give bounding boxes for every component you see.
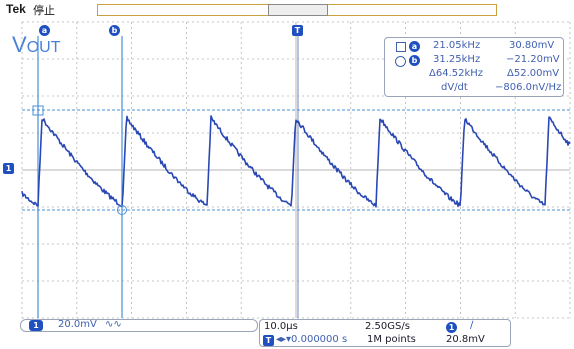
- bandwidth-limit-icon: ∿∿: [105, 319, 122, 330]
- cursor-a-frequency: 21.05kHz: [433, 40, 481, 51]
- top-status-bar: Tek 停止: [0, 0, 574, 22]
- dvdt-label: dV/dt: [441, 82, 468, 93]
- cursor-a-marker[interactable]: a: [39, 25, 50, 36]
- record-length: 1M points: [367, 334, 416, 345]
- trigger-slope-icon: ∕: [470, 320, 474, 331]
- cursor-b-circle-icon: [395, 56, 406, 67]
- cursor-b-voltage: −21.20mV: [506, 54, 560, 65]
- trigger-position-marker[interactable]: T: [292, 25, 303, 36]
- channel-1-ground-marker[interactable]: 1: [3, 163, 14, 174]
- run-state: 停止: [33, 4, 55, 17]
- cursor-readout-panel: a 21.05kHz 30.80mV b 31.25kHz −21.20mV Δ…: [384, 37, 564, 97]
- cursor-b-marker[interactable]: b: [109, 25, 120, 36]
- cursor-a-voltage: 30.80mV: [509, 40, 555, 51]
- cursor-a-square-icon: [396, 42, 406, 52]
- signal-label: VOUT: [12, 32, 61, 57]
- record-view-window[interactable]: [268, 4, 328, 16]
- channel-1-trace: [21, 115, 571, 208]
- channel-1-badge: 1: [29, 320, 43, 331]
- waveform-markers: [32, 105, 127, 215]
- cursor-a-badge-icon: a: [409, 41, 420, 52]
- channel-1-scale: 20.0mV: [58, 319, 97, 330]
- cursor-b-intersection-marker: [117, 205, 127, 215]
- cursor-b-badge-icon: b: [409, 55, 420, 66]
- cursor-lines: [22, 36, 570, 318]
- sample-rate: 2.50GS/s: [365, 321, 410, 332]
- time-per-division: 10.0μs: [264, 321, 298, 332]
- delta-frequency: Δ64.52kHz: [429, 68, 484, 79]
- trigger-horizontal-position: ◂▸▾0.000000 s: [276, 334, 348, 345]
- brand-logo: Tek: [6, 2, 26, 16]
- trigger-channel-badge: 1: [446, 322, 457, 333]
- cursor-b-frequency: 31.25kHz: [433, 54, 481, 65]
- acquisition-panel[interactable]: 10.0μs 2.50GS/s 1 ∕ T ◂▸▾0.000000 s 1M p…: [259, 319, 511, 347]
- dvdt-value: −806.0nV/Hz: [495, 82, 562, 93]
- trigger-level: 20.8mV: [446, 334, 485, 345]
- delta-voltage: Δ52.00mV: [507, 68, 560, 79]
- trigger-position-icon: T: [263, 335, 274, 346]
- cursor-a-intersection-marker: [32, 105, 44, 116]
- channel-1-status[interactable]: 1 20.0mV ∿∿: [20, 319, 258, 332]
